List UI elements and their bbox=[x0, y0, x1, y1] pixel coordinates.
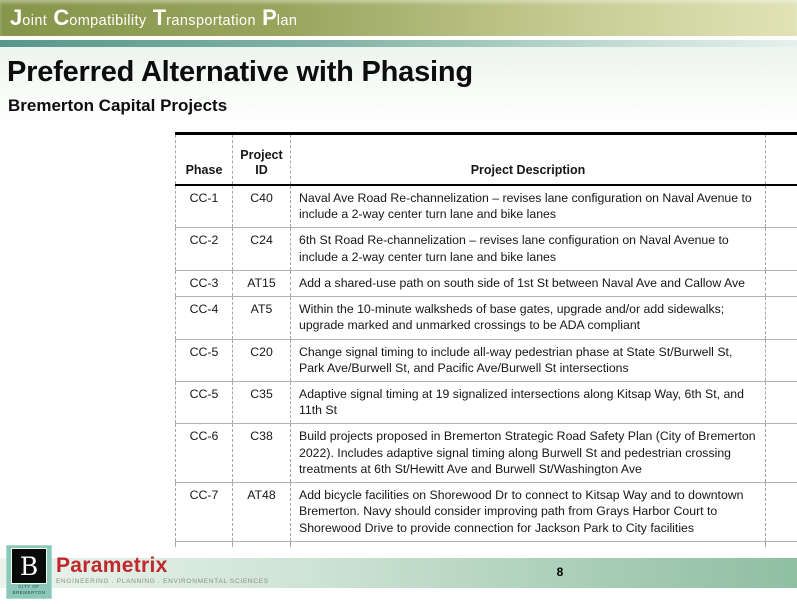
phase-cell: CC-5 bbox=[175, 380, 233, 424]
phase-cell: CC-6 bbox=[175, 423, 233, 483]
description-cell: Add bicycle facilities on Shorewood Dr t… bbox=[290, 482, 766, 542]
project-id-cell: C35 bbox=[232, 380, 291, 424]
project-id-cell: C40 bbox=[232, 184, 291, 228]
table-row: CC-1 C40 Naval Ave Road Re-channelization … bbox=[175, 184, 797, 228]
banner: Joint Compatibility Transportation Plan bbox=[0, 0, 797, 36]
description-cell: Adaptive signal timing at 19 signalized … bbox=[290, 380, 766, 424]
company-tagline: ENGINEERING . PLANNING . ENVIRONMENTAL S… bbox=[56, 578, 269, 585]
logo-caption-line1: CITY OF bbox=[18, 584, 40, 589]
phase-cell: CC-4 bbox=[175, 296, 233, 340]
table-row: CC-2 C24 6th St Road Re-channelization – r… bbox=[175, 227, 797, 271]
clipped-cell bbox=[232, 540, 291, 547]
project-id-cell: AT5 bbox=[232, 296, 291, 340]
table-row: CC-5 C20 Change signal timing to include a… bbox=[175, 338, 797, 382]
table-row: CC-4 AT5 Within the 10-minute walksheds of… bbox=[175, 296, 797, 340]
logo-caption-line2: BREMERTON bbox=[12, 589, 46, 595]
parametrix-logo: Parametrix ENGINEERING . PLANNING . ENVI… bbox=[56, 555, 269, 585]
project-id-cell: AT48 bbox=[232, 482, 291, 542]
projects-table: Phase Project ID Project Description CC-… bbox=[175, 132, 797, 547]
description-cell: 6th St Road Re-channelization – revises … bbox=[290, 227, 766, 271]
page-subtitle: Bremerton Capital Projects bbox=[8, 96, 228, 115]
cutoff-cell bbox=[765, 338, 797, 382]
description-cell: Naval Ave Road Re-channelization – revis… bbox=[290, 184, 766, 228]
city-of-bremerton-logo: B CITY OF BREMERTON bbox=[6, 545, 52, 599]
clipped-cell bbox=[175, 540, 233, 547]
logo-letter: B bbox=[19, 551, 39, 581]
phase-cell: CC-3 bbox=[175, 269, 233, 297]
cutoff-cell bbox=[765, 423, 797, 483]
description-cell: Add a shared-use path on south side of 1… bbox=[290, 269, 766, 297]
teal-accent-stripe bbox=[0, 40, 797, 47]
bremerton-b-icon: B bbox=[11, 548, 47, 584]
company-name: Parametrix bbox=[56, 554, 168, 577]
table-row: CC-3 AT15 Add a shared-use path on south s… bbox=[175, 269, 797, 297]
project-id-cell: C20 bbox=[232, 338, 291, 382]
description-cell: Build projects proposed in Bremerton Str… bbox=[290, 423, 766, 483]
page-title: Preferred Alternative with Phasing bbox=[7, 56, 473, 88]
phase-cell: CC-7 bbox=[175, 482, 233, 542]
column-header-cutoff bbox=[765, 133, 797, 186]
project-id-cell: C38 bbox=[232, 423, 291, 483]
cutoff-cell bbox=[765, 269, 797, 297]
page-number: 8 bbox=[556, 565, 564, 579]
table-row: CC-7 AT48 Add bicycle facilities on Shorew… bbox=[175, 482, 797, 542]
phase-cell: CC-5 bbox=[175, 338, 233, 382]
title-background bbox=[0, 47, 797, 132]
cutoff-cell bbox=[765, 296, 797, 340]
table-body: CC-1 C40 Naval Ave Road Re-channelization … bbox=[175, 184, 797, 547]
table-header-row: Phase Project ID Project Description bbox=[175, 133, 797, 186]
footer-bar bbox=[0, 558, 797, 588]
column-header-project-id: Project ID bbox=[232, 133, 291, 186]
project-id-cell: AT15 bbox=[232, 269, 291, 297]
projects-table-wrapper: Phase Project ID Project Description CC-… bbox=[175, 132, 797, 547]
table-row: CC-6 C38 Build projects proposed in Bremer… bbox=[175, 423, 797, 483]
cutoff-cell bbox=[765, 184, 797, 228]
cutoff-cell bbox=[765, 482, 797, 542]
cutoff-cell bbox=[765, 227, 797, 271]
description-cell: Change signal timing to include all-way … bbox=[290, 338, 766, 382]
cutoff-cell bbox=[765, 380, 797, 424]
phase-cell: CC-1 bbox=[175, 184, 233, 228]
plan-title: Joint Compatibility Transportation Plan bbox=[10, 5, 298, 30]
column-header-project-description: Project Description bbox=[290, 133, 766, 186]
description-cell: Within the 10-minute walksheds of base g… bbox=[290, 296, 766, 340]
column-header-phase: Phase bbox=[175, 133, 233, 186]
table-row-clipped bbox=[175, 540, 797, 547]
clipped-cell bbox=[765, 540, 797, 547]
phase-cell: CC-2 bbox=[175, 227, 233, 271]
table-row: CC-5 C35 Adaptive signal timing at 19 sign… bbox=[175, 380, 797, 424]
clipped-cell bbox=[290, 540, 766, 547]
project-id-cell: C24 bbox=[232, 227, 291, 271]
